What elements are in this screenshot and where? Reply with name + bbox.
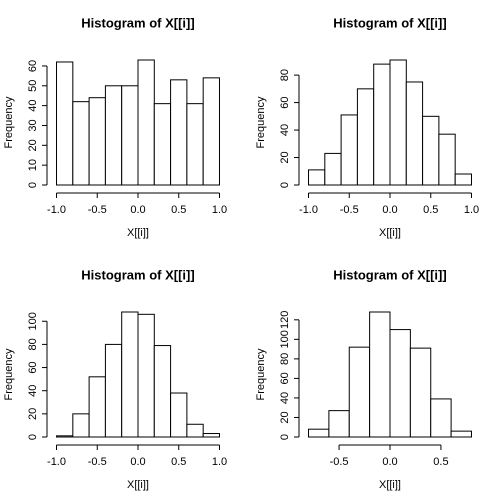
- x-axis-label: X[[i]]: [379, 479, 401, 491]
- y-tick-label: 50: [27, 80, 39, 92]
- bar: [104, 85, 123, 186]
- bar: [170, 392, 188, 438]
- y-tick-label: 60: [279, 96, 291, 108]
- x-axis-label: X[[i]]: [127, 479, 149, 491]
- y-axis-label: Frequency: [3, 348, 15, 400]
- bar: [430, 398, 452, 438]
- x-tick-label: -1.0: [47, 204, 66, 216]
- bar: [202, 433, 220, 438]
- y-axis-label: Frequency: [255, 348, 267, 400]
- bar: [356, 88, 375, 186]
- bar: [88, 376, 106, 438]
- bar: [373, 63, 391, 186]
- y-tick-label: 0: [27, 434, 39, 440]
- x-tick-label: -1.0: [299, 204, 318, 216]
- y-tick-label: 40: [27, 100, 39, 112]
- y-tick-label: 80: [27, 338, 39, 350]
- y-tick-label: 0: [279, 182, 291, 188]
- bar: [348, 346, 371, 438]
- x-tick-label: 0.0: [130, 456, 145, 468]
- bar: [454, 173, 472, 186]
- x-tick-label: 0.5: [423, 204, 438, 216]
- y-tick-label: 80: [279, 69, 291, 81]
- bar: [186, 103, 204, 186]
- bar: [324, 152, 342, 186]
- bar: [56, 61, 74, 186]
- x-tick-label: 0.5: [171, 456, 186, 468]
- bar: [153, 345, 172, 438]
- y-tick-label: 20: [27, 139, 39, 151]
- bar: [121, 311, 139, 438]
- y-tick-label: 0: [279, 434, 291, 440]
- y-tick-label: 0: [27, 182, 39, 188]
- x-tick-label: -0.5: [88, 204, 107, 216]
- bar: [56, 435, 74, 438]
- y-axis-label: Frequency: [255, 96, 267, 148]
- y-tick-label: 30: [27, 119, 39, 131]
- x-axis-label: X[[i]]: [379, 227, 401, 239]
- x-tick-label: 1.0: [464, 204, 479, 216]
- x-tick-label: 0.0: [382, 204, 397, 216]
- chart-title: Histogram of X[[i]]: [333, 15, 446, 30]
- y-tick-label: 80: [279, 353, 291, 365]
- x-tick-label: -0.5: [330, 456, 349, 468]
- bar: [308, 428, 330, 438]
- y-tick-label: 20: [279, 411, 291, 423]
- y-axis-label: Frequency: [3, 96, 15, 148]
- bar: [340, 114, 358, 186]
- x-tick-label: -0.5: [340, 204, 359, 216]
- x-tick-label: 0.0: [130, 204, 145, 216]
- y-tick-label: 60: [27, 60, 39, 72]
- bar: [170, 79, 188, 186]
- bar: [450, 430, 472, 438]
- x-tick-label: 0.0: [382, 456, 397, 468]
- y-tick-label: 60: [27, 361, 39, 373]
- bar: [104, 343, 123, 438]
- y-tick-label: 20: [279, 151, 291, 163]
- chart-title: Histogram of X[[i]]: [81, 15, 194, 30]
- bar: [137, 313, 155, 438]
- x-tick-label: 0.5: [171, 204, 186, 216]
- bar: [186, 423, 204, 438]
- bar: [121, 85, 139, 186]
- y-tick-label: 20: [27, 408, 39, 420]
- bar: [72, 101, 90, 186]
- bar: [422, 115, 440, 186]
- x-tick-label: 0.5: [433, 456, 448, 468]
- x-axis-label: X[[i]]: [127, 227, 149, 239]
- y-tick-label: 100: [27, 312, 39, 330]
- y-tick-label: 10: [27, 159, 39, 171]
- bar: [153, 103, 172, 186]
- bar: [389, 59, 407, 186]
- chart-title: Histogram of X[[i]]: [333, 267, 446, 282]
- x-tick-label: -1.0: [47, 456, 66, 468]
- bar: [202, 77, 220, 186]
- y-tick-label: 40: [27, 385, 39, 397]
- y-tick-label: 100: [279, 330, 291, 348]
- bar: [369, 311, 391, 438]
- bar: [328, 410, 350, 438]
- bar: [72, 413, 90, 438]
- y-tick-label: 120: [279, 311, 291, 329]
- chart-title: Histogram of X[[i]]: [81, 267, 194, 282]
- bar: [389, 329, 411, 438]
- bar: [88, 97, 106, 186]
- bar: [308, 169, 326, 186]
- bar: [409, 347, 432, 438]
- y-tick-label: 40: [279, 124, 291, 136]
- x-tick-label: 1.0: [212, 204, 227, 216]
- bar: [438, 133, 456, 186]
- y-tick-label: 40: [279, 392, 291, 404]
- bar: [405, 81, 424, 186]
- x-tick-label: -0.5: [88, 456, 107, 468]
- y-tick-label: 60: [279, 372, 291, 384]
- bar: [137, 59, 155, 186]
- x-tick-label: 1.0: [212, 456, 227, 468]
